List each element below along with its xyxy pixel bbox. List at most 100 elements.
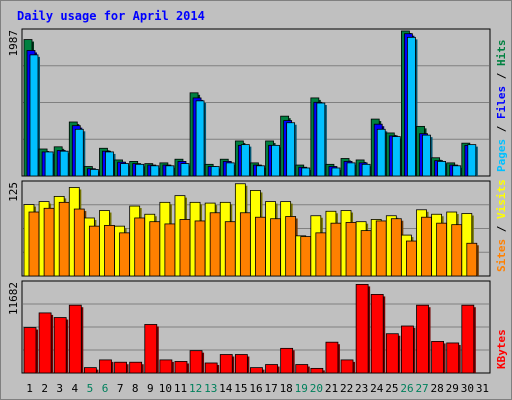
bar-kbytes-day-18: [280, 347, 294, 374]
bar-pages-day-4: [74, 128, 84, 177]
x-tick-label-3: 3: [56, 382, 63, 395]
bar-sites-day-19: [300, 236, 312, 277]
legend-separator: /: [495, 66, 508, 86]
x-tick-label-2: 2: [41, 382, 48, 395]
bar-kbytes-day-29: [446, 342, 460, 374]
bar-pages-day-6: [105, 151, 114, 177]
bar-pages-day-17: [271, 144, 280, 177]
legend-middle: Sites / Visits: [495, 179, 508, 272]
bar-pages-day-27: [422, 134, 431, 177]
bar-sites-day-15: [239, 212, 251, 277]
x-axis-labels: 1 2 3 4 5 6 7 8 9 10 11 12 13 14 15 16 17 18 19 20 21 22 23 24 2…: [26, 382, 489, 395]
legend-separator: /: [495, 119, 508, 139]
bar-pages-day-28: [437, 161, 447, 177]
bar-sites-day-13: [209, 212, 221, 277]
legend-item-files: Files: [495, 86, 508, 119]
bar-sites-day-6: [104, 225, 115, 277]
bar-pages-day-9: [150, 165, 160, 177]
legend-item-pages: Pages: [495, 139, 508, 172]
bar-pages-day-23: [361, 163, 371, 177]
bar-pages-day-5: [89, 169, 99, 177]
x-tick-label-18: 18: [280, 382, 293, 395]
bar-pages-day-14: [225, 162, 235, 177]
x-tick-label-21: 21: [325, 382, 338, 395]
bar-sites-day-4: [73, 208, 85, 277]
x-tick-label-19: 19: [295, 382, 308, 395]
bar-pages-day-26: [407, 36, 416, 177]
bar-sites-day-8: [134, 217, 146, 277]
bar-pages-day-7: [120, 163, 129, 177]
bar-sites-day-3: [58, 201, 70, 277]
x-tick-label-14: 14: [219, 382, 233, 395]
bar-pages-day-16: [256, 165, 265, 177]
bar-kbytes-day-19: [295, 364, 309, 374]
bar-kbytes-day-10: [159, 359, 173, 374]
x-tick-label-29: 29: [446, 382, 459, 395]
bar-pages-day-25: [391, 136, 401, 177]
bar-pages-day-19: [301, 167, 311, 177]
bar-kbytes-day-2: [38, 312, 52, 374]
bar-pages-day-2: [44, 151, 54, 177]
bar-pages-day-22: [346, 162, 356, 177]
x-tick-label-7: 7: [117, 382, 124, 395]
bar-pages-day-29: [452, 165, 462, 177]
bar-sites-day-14: [224, 221, 236, 277]
x-tick-label-25: 25: [385, 382, 398, 395]
bar-kbytes-day-22: [340, 359, 354, 374]
legend-bottom: KBytes: [495, 329, 508, 369]
bar-sites-day-7: [119, 232, 130, 277]
bar-kbytes-day-15: [234, 354, 248, 374]
y-max-label: 11682: [7, 282, 20, 315]
bar-sites-day-12: [194, 220, 206, 277]
bar-sites-day-9: [149, 221, 161, 277]
legend-item-sites: Sites: [495, 239, 508, 272]
legend-top: Pages / Files / Hits: [495, 40, 508, 173]
bar-sites-day-16: [255, 216, 266, 277]
bar-pages-day-20: [316, 102, 326, 177]
bar-kbytes-day-7: [114, 361, 127, 374]
bar-sites-day-29: [451, 224, 463, 277]
bar-pages-day-13: [210, 166, 220, 177]
x-tick-label-17: 17: [264, 382, 277, 395]
bar-pages-day-8: [135, 163, 145, 177]
x-tick-label-12: 12: [189, 382, 202, 395]
bar-sites-day-25: [390, 218, 402, 277]
y-max-label: 125: [7, 182, 20, 202]
bar-kbytes-day-11: [174, 361, 188, 374]
x-tick-label-26: 26: [400, 382, 413, 395]
bar-kbytes-day-20: [310, 367, 324, 374]
x-tick-label-8: 8: [132, 382, 139, 395]
panel-middle: 125 Sites / Visits: [7, 179, 508, 277]
x-tick-label-11: 11: [174, 382, 187, 395]
bar-kbytes-day-21: [325, 341, 339, 374]
bar-pages-day-12: [195, 100, 205, 177]
bar-sites-day-10: [164, 223, 176, 277]
bar-pages-day-11: [180, 163, 190, 177]
bar-kbytes-day-16: [250, 367, 263, 374]
bar-sites-day-24: [375, 220, 387, 277]
bar-pages-day-15: [240, 144, 250, 177]
legend-item-hits: Hits: [495, 40, 508, 67]
bar-sites-day-30: [466, 242, 478, 277]
x-tick-label-6: 6: [102, 382, 109, 395]
bar-pages-day-10: [165, 165, 175, 177]
x-tick-label-9: 9: [147, 382, 154, 395]
bar-sites-day-11: [179, 219, 191, 277]
x-tick-label-15: 15: [234, 382, 247, 395]
x-tick-label-5: 5: [87, 382, 94, 395]
bar-sites-day-17: [270, 218, 281, 277]
bar-sites-day-23: [360, 230, 372, 277]
x-tick-label-24: 24: [370, 382, 384, 395]
bar-sites-day-2: [43, 207, 55, 277]
bar-kbytes-day-17: [265, 364, 278, 374]
bar-kbytes-day-25: [385, 333, 399, 374]
x-tick-label-4: 4: [72, 382, 79, 395]
panel-top: 1987 Pages / Files / Hits: [7, 28, 508, 177]
bar-kbytes-day-14: [219, 354, 233, 374]
bar-sites-day-5: [88, 225, 100, 277]
bar-kbytes-day-9: [144, 324, 158, 374]
x-tick-label-20: 20: [310, 382, 323, 395]
bar-sites-day-1: [28, 211, 40, 277]
bar-kbytes-day-30: [461, 304, 475, 374]
